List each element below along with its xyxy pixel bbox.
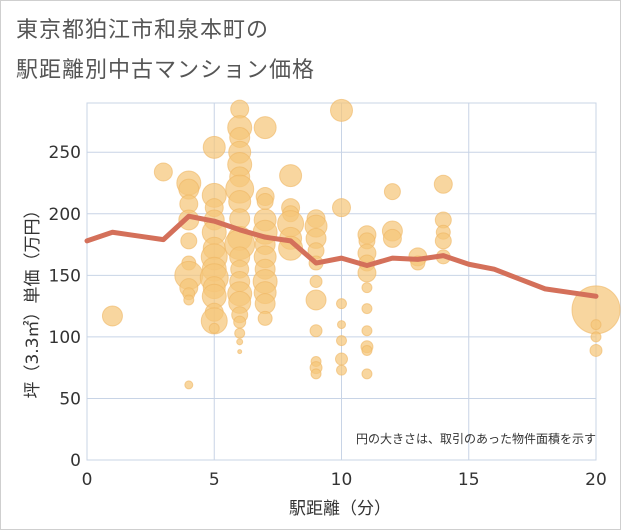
bubble-point: [434, 232, 452, 250]
bubble-point: [590, 331, 602, 343]
y-tick-label: 150: [49, 266, 81, 286]
bubble-point: [336, 298, 347, 310]
bubble-point: [233, 315, 247, 329]
bubble-point: [253, 116, 277, 140]
bubble-point: [101, 305, 123, 327]
trend-line-series: [84, 213, 599, 299]
bubble-point: [254, 293, 276, 315]
y-tick-label: 200: [49, 205, 81, 225]
bubble-point: [309, 324, 323, 338]
bubble-point: [256, 192, 274, 210]
bubble-point: [361, 282, 373, 294]
y-tick-label: 250: [49, 143, 81, 163]
axes: 0 50 100 150 200 250 0 5 10 15 20: [49, 143, 607, 490]
bubble-point: [361, 368, 373, 380]
bubble-point: [180, 232, 198, 250]
bubble-point: [433, 174, 453, 194]
x-tick-label: 5: [209, 470, 220, 490]
bubble-point: [361, 303, 373, 315]
y-axis-label: 坪（3.3㎡）単価（万円）: [23, 201, 43, 398]
y-tick-label: 50: [59, 389, 81, 409]
bubble-point: [153, 162, 173, 182]
bubble-point: [236, 338, 244, 346]
bubble-point: [383, 183, 401, 201]
bubble-point: [257, 310, 273, 326]
x-tick-label: 10: [331, 470, 353, 490]
x-tick-label: 20: [585, 470, 607, 490]
bubble-point: [305, 289, 327, 311]
bubble-point: [202, 135, 226, 159]
bubble-point: [184, 380, 194, 390]
bubble-point: [310, 368, 322, 380]
bubble-point: [336, 364, 347, 376]
bubble-point: [336, 335, 347, 347]
bubble-point: [335, 352, 348, 366]
chart-title-line1: 東京都狛江市和泉本町の: [16, 18, 270, 43]
x-tick-label: 0: [82, 470, 93, 490]
bubble-point: [590, 319, 602, 331]
bubble-point: [382, 228, 402, 248]
bubble-point: [183, 294, 195, 306]
bubble-point: [279, 164, 303, 188]
y-tick-label: 100: [49, 328, 81, 348]
bubble-point: [361, 325, 373, 337]
bubble-point: [234, 327, 246, 339]
bubble-point: [200, 307, 228, 335]
bubble-point: [337, 320, 346, 330]
bubble-size-note: 円の大きさは、取引のあった物件面積を示す: [356, 431, 596, 446]
bubble-point: [208, 322, 220, 334]
bubble-point: [589, 343, 603, 357]
bubble-point: [237, 349, 243, 355]
bubble-point: [332, 198, 351, 218]
bubble-point: [330, 98, 353, 122]
x-tick-label: 15: [458, 470, 480, 490]
x-axis-label: 駅距離（分）: [289, 499, 391, 519]
bubble-series: [101, 98, 621, 390]
trend-line: [84, 213, 599, 299]
chart-title-line2: 駅距離別中古マンション価格: [16, 58, 316, 83]
bubble-point: [361, 344, 373, 356]
y-tick-label: 0: [70, 451, 81, 471]
bubble-point: [309, 275, 323, 288]
